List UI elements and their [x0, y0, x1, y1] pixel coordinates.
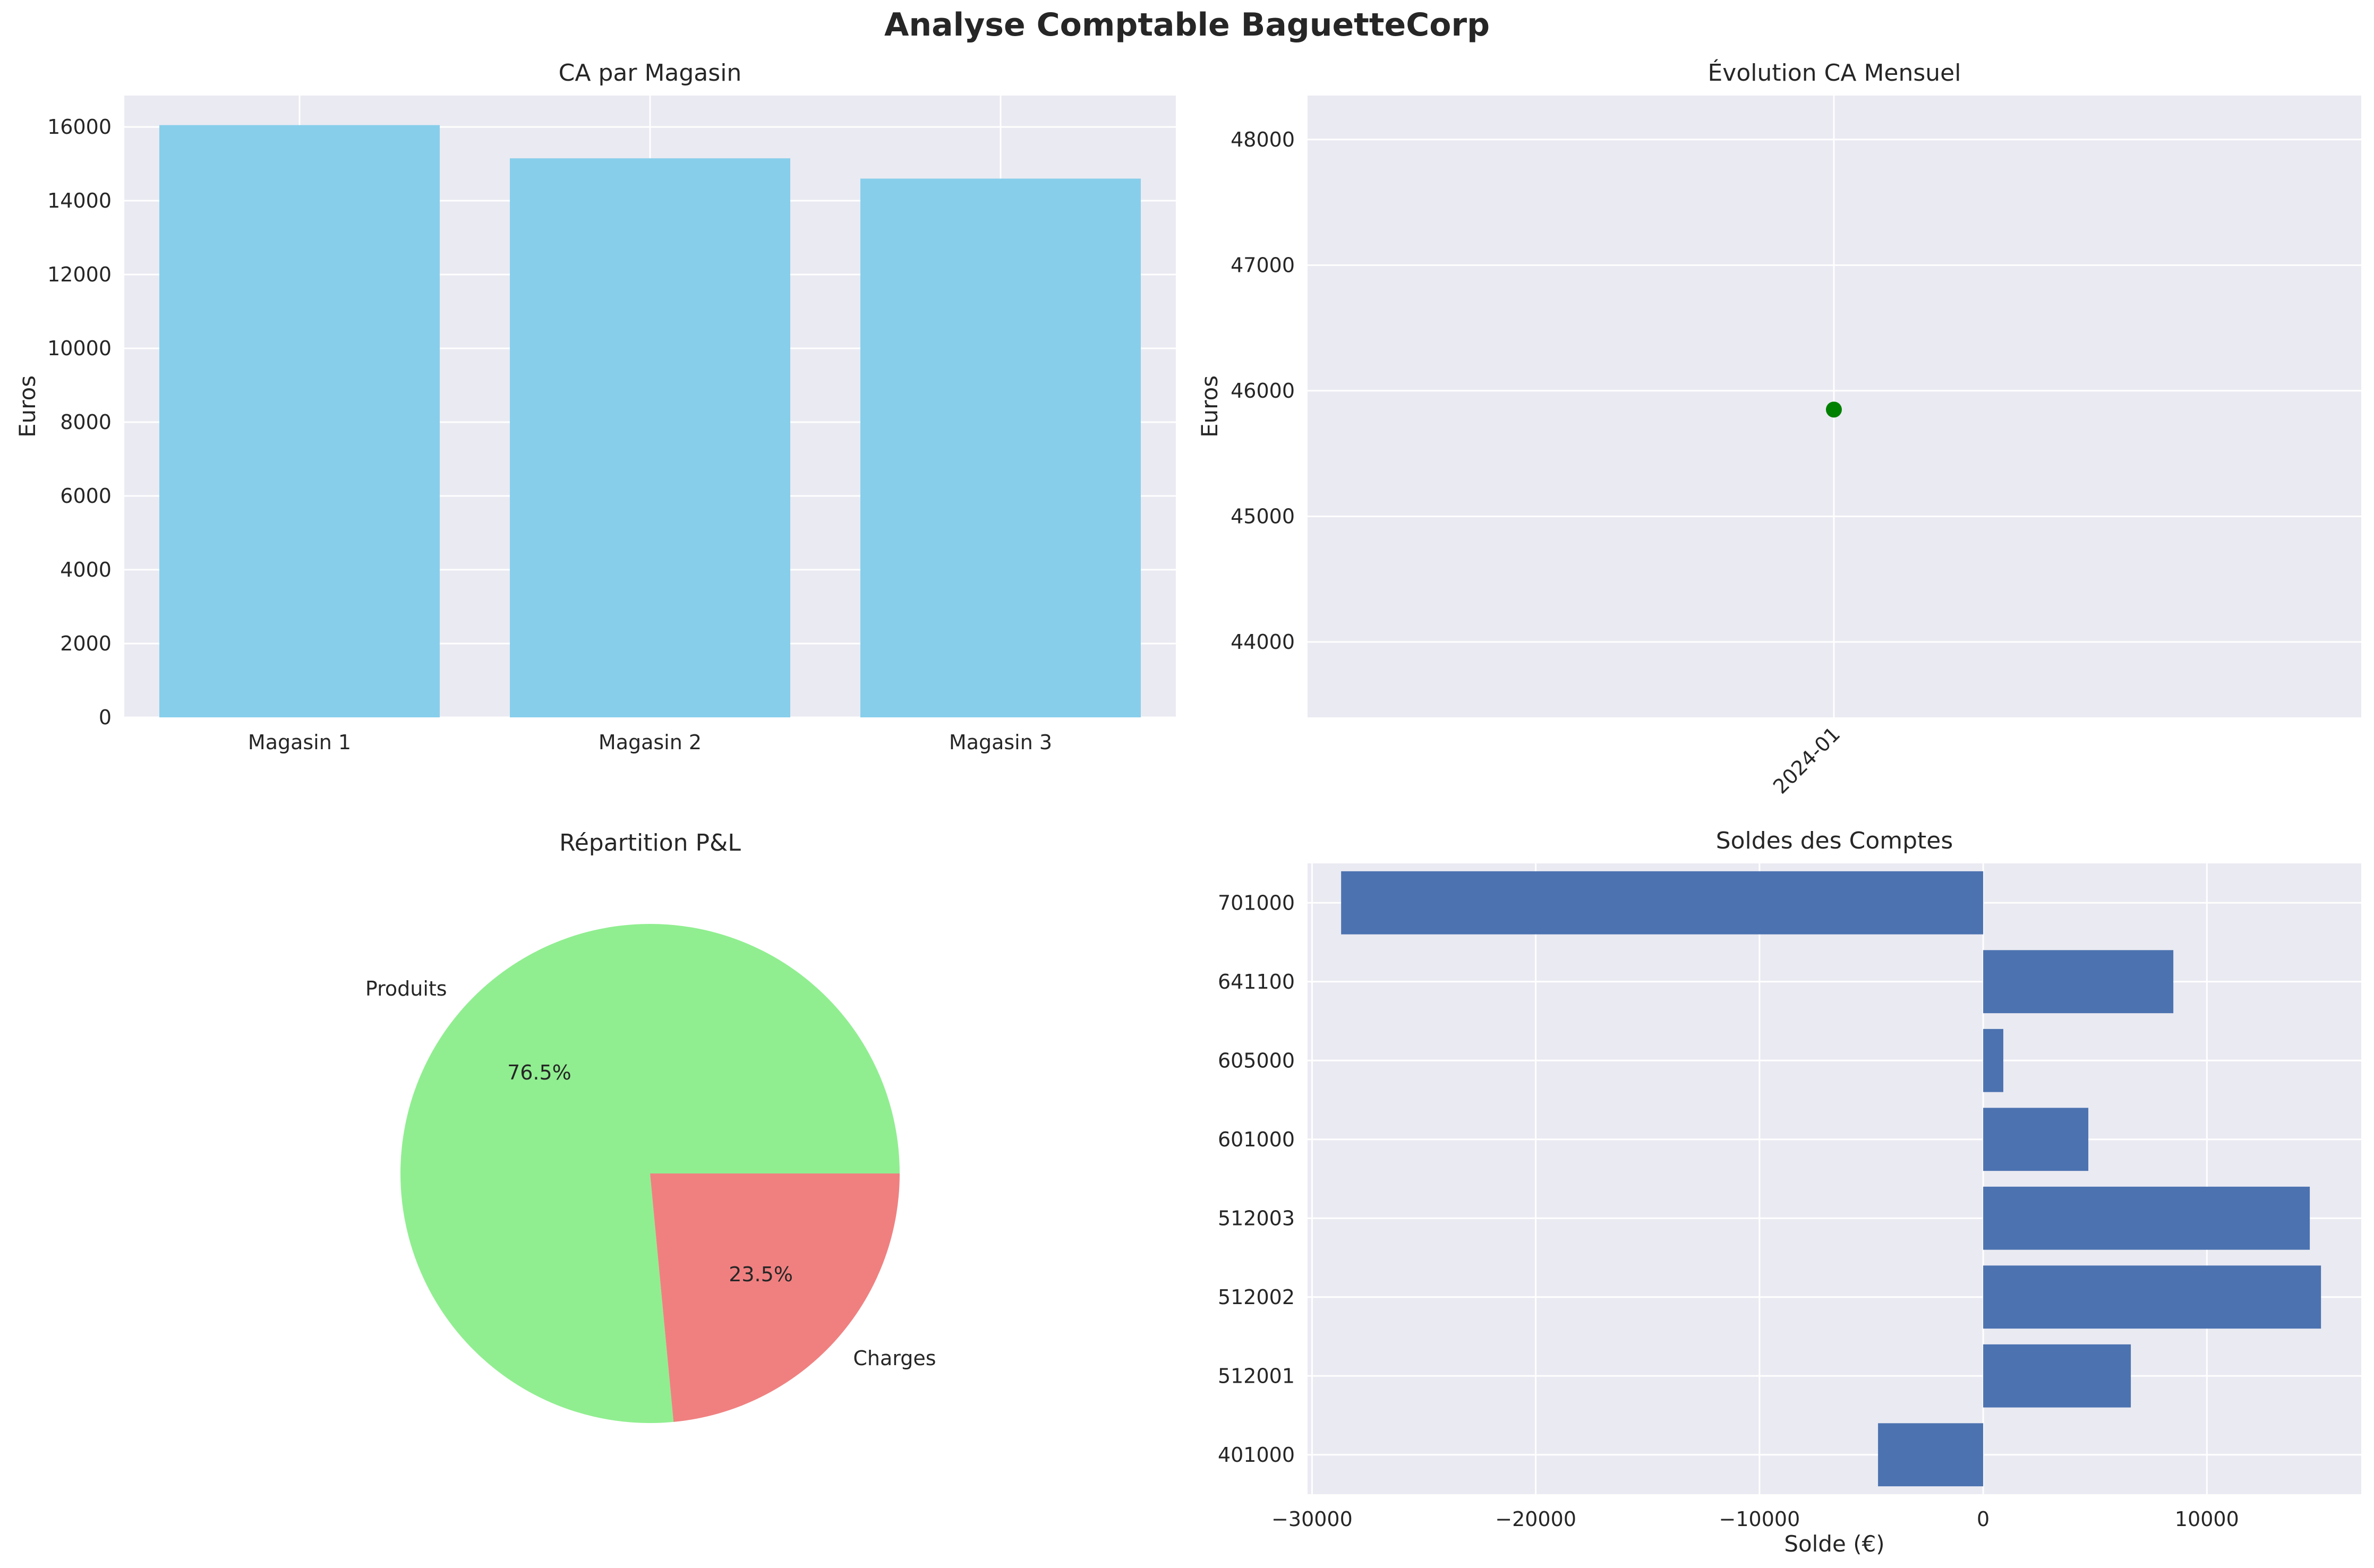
- data-point: [1826, 401, 1842, 418]
- bar: [1341, 871, 1984, 935]
- y-tick-label: 2000: [60, 632, 112, 655]
- bar: [1983, 1344, 2131, 1408]
- bar: [1983, 1265, 2321, 1329]
- bar: [1983, 950, 2174, 1014]
- chart-title: Soldes des Comptes: [1716, 827, 1953, 854]
- y-tick-label: 512002: [1218, 1286, 1295, 1309]
- y-tick-label: 601000: [1218, 1128, 1295, 1151]
- bar: [1878, 1423, 1984, 1487]
- bar: [1983, 1108, 2089, 1171]
- y-tick-label: 641100: [1218, 970, 1295, 993]
- pie-slice: [650, 1173, 900, 1422]
- y-tick-label: 701000: [1218, 891, 1295, 914]
- y-tick-label: 6000: [60, 484, 112, 508]
- x-tick-label: −10000: [1719, 1507, 1800, 1531]
- bar: [1983, 1186, 2310, 1250]
- bar: [159, 125, 440, 717]
- y-tick-label: 8000: [60, 410, 112, 434]
- figure-title: Analyse Comptable BaguetteCorp: [884, 6, 1490, 44]
- y-tick-label: 12000: [47, 263, 112, 286]
- y-tick-label: 10000: [47, 337, 112, 360]
- chart-evolution-ca-mensuel: 44000 45000 46000 47000 48000 2024-01 Évolutio…: [1197, 58, 2361, 799]
- y-axis-label: Euros: [1197, 375, 1223, 438]
- chart-soldes-des-comptes: −30000 −20000 −10000 0 10000 701000 641100 6050…: [1218, 827, 2361, 1557]
- x-tick-label: Magasin 1: [248, 731, 351, 754]
- y-tick-label: 48000: [1231, 128, 1295, 151]
- y-tick-label: 16000: [47, 115, 112, 139]
- y-tick-label: 401000: [1218, 1443, 1295, 1467]
- x-tick-label: Magasin 2: [599, 731, 702, 754]
- x-tick-label: 10000: [2175, 1507, 2239, 1531]
- bar: [860, 178, 1141, 717]
- y-tick-label: 44000: [1231, 630, 1295, 654]
- pie-percent-label: 76.5%: [507, 1061, 571, 1084]
- chart-ca-par-magasin: 0 2000 4000 6000 8000 10000 12000 14000 16000 Mag…: [14, 59, 1176, 754]
- chart-title: Répartition P&L: [559, 829, 741, 856]
- pie-label: Produits: [365, 977, 447, 1000]
- pie-percent-label: 23.5%: [729, 1263, 793, 1286]
- pie-label: Charges: [853, 1347, 936, 1370]
- y-tick-label: 45000: [1231, 504, 1295, 528]
- y-tick-label: 46000: [1231, 379, 1295, 402]
- x-tick-label: 0: [1977, 1507, 1989, 1531]
- chart-title: Évolution CA Mensuel: [1708, 58, 1961, 87]
- y-tick-label: 47000: [1231, 253, 1295, 277]
- x-tick-label: −30000: [1271, 1507, 1353, 1531]
- plot-area: [1308, 863, 2361, 1494]
- y-tick-label: 0: [99, 706, 112, 729]
- chart-repartition-pl: Produits 76.5% Charges 23.5% Répartition P&L: [365, 829, 936, 1423]
- y-tick-label: 4000: [60, 558, 112, 581]
- bar: [1983, 1029, 2004, 1092]
- y-tick-label: 605000: [1218, 1049, 1295, 1072]
- y-axis-label: Euros: [14, 375, 40, 438]
- y-tick-label: 14000: [47, 189, 112, 212]
- y-tick-label: 512003: [1218, 1206, 1295, 1230]
- bar: [510, 158, 790, 717]
- x-tick-label: −20000: [1495, 1507, 1576, 1531]
- x-axis-label: Solde (€): [1784, 1531, 1884, 1557]
- chart-title: CA par Magasin: [559, 59, 742, 87]
- y-tick-label: 512001: [1218, 1364, 1295, 1387]
- x-tick-label: Magasin 3: [949, 731, 1052, 754]
- x-tick-label: 2024-01: [1769, 722, 1844, 798]
